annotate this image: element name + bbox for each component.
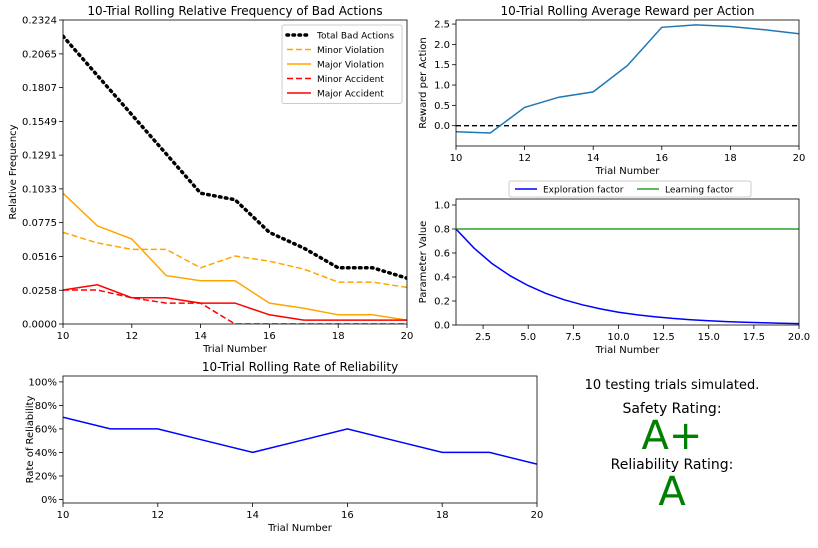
y-tick-label: 0.6 bbox=[434, 249, 450, 260]
y-tick-label: 2.0 bbox=[434, 40, 450, 51]
x-tick-label: 10 bbox=[57, 331, 70, 342]
x-axis-label: Trial Number bbox=[595, 345, 661, 356]
legend: Exploration factor Learning factor bbox=[508, 180, 752, 198]
y-tick-label: 0% bbox=[41, 495, 57, 506]
y-tick-label: 80% bbox=[35, 401, 57, 412]
legend-label: Total Bad Actions bbox=[316, 32, 394, 42]
series-line-major-accident bbox=[63, 284, 407, 321]
x-tick-label: 20 bbox=[793, 153, 806, 164]
x-tick-label: 14 bbox=[194, 331, 207, 342]
x-tick-label: 12 bbox=[125, 331, 138, 342]
x-tick-label: 10 bbox=[450, 153, 463, 164]
x-tick-label: 14 bbox=[587, 153, 600, 164]
x-tick-label: 18 bbox=[724, 153, 737, 164]
plot-frame bbox=[455, 198, 800, 326]
y-tick-label: 2.5 bbox=[434, 20, 450, 31]
x-tick-label: 16 bbox=[263, 331, 276, 342]
x-tick-label: 18 bbox=[436, 510, 449, 521]
y-tick-label: 1.5 bbox=[434, 60, 450, 71]
x-tick-label: 17.5 bbox=[743, 332, 765, 343]
y-tick-label: 0.1807 bbox=[22, 83, 57, 94]
legend-label: Minor Violation bbox=[317, 46, 384, 56]
series-line-0 bbox=[456, 24, 799, 134]
y-tick-label: 0.0516 bbox=[22, 252, 57, 263]
series-line-minor-violation bbox=[63, 231, 407, 289]
x-tick-label: 2.5 bbox=[475, 332, 491, 343]
safety-rating-label: Safety Rating: bbox=[622, 401, 722, 417]
x-tick-label: 18 bbox=[332, 331, 345, 342]
x-tick-label: 16 bbox=[655, 153, 668, 164]
x-tick-label: 10 bbox=[57, 510, 70, 521]
y-tick-label: 100% bbox=[28, 377, 57, 388]
y-tick-label: 0.0 bbox=[434, 321, 450, 332]
x-tick-label: 10.0 bbox=[607, 332, 629, 343]
y-tick-label: 0.2 bbox=[434, 297, 450, 308]
trials-simulated-text: 10 testing trials simulated. bbox=[584, 378, 760, 393]
y-tick-label: 0.0 bbox=[434, 121, 450, 132]
y-tick-label: 0.1033 bbox=[22, 184, 57, 195]
plot-frame bbox=[62, 19, 408, 325]
chart-reliability: 10-Trial Rolling Rate of Reliability Tria… bbox=[25, 360, 543, 534]
x-tick-label: 20 bbox=[531, 510, 544, 521]
x-axis-label: Trial Number bbox=[595, 166, 661, 177]
chart-title: 10-Trial Rolling Relative Frequency of B… bbox=[87, 4, 382, 18]
reliability-rating-label: Reliability Rating: bbox=[610, 457, 734, 473]
y-tick-label: 0.4 bbox=[434, 273, 450, 284]
y-tick-label: 0.2324 bbox=[22, 16, 57, 27]
y-tick-label: 0.0258 bbox=[22, 286, 57, 297]
y-tick-label: 20% bbox=[35, 471, 57, 482]
x-tick-label: 20.0 bbox=[788, 332, 810, 343]
plot-frame bbox=[455, 19, 800, 147]
x-tick-label: 16 bbox=[341, 510, 354, 521]
x-tick-label: 12 bbox=[518, 153, 531, 164]
y-tick-label: 0.5 bbox=[434, 101, 450, 112]
y-tick-label: 40% bbox=[35, 448, 57, 459]
chart-bad_actions: 10-Trial Rolling Relative Frequency of B… bbox=[8, 4, 413, 355]
y-tick-label: 0.1291 bbox=[22, 151, 57, 162]
y-tick-label: 0.0000 bbox=[22, 320, 57, 331]
y-tick-label: 0.0775 bbox=[22, 218, 57, 229]
legend: Total Bad Actions Minor Violation Major Vi… bbox=[281, 24, 403, 104]
y-tick-label: 1.0 bbox=[434, 201, 450, 212]
series-line-minor-accident bbox=[63, 289, 407, 324]
plot-frame bbox=[62, 375, 538, 504]
x-tick-label: 14 bbox=[246, 510, 259, 521]
legend-label: Learning factor bbox=[665, 186, 734, 196]
legend-label: Major Accident bbox=[317, 90, 384, 100]
x-tick-label: 20 bbox=[401, 331, 414, 342]
safety-rating-grade: A+ bbox=[641, 413, 703, 459]
x-tick-label: 7.5 bbox=[565, 332, 581, 343]
y-axis-label: Reward per Action bbox=[418, 37, 429, 129]
y-tick-label: 0.2065 bbox=[22, 49, 57, 60]
chart-parameters: Trial Number Parameter Value 2.5 5.0 7.5 10.0… bbox=[418, 180, 810, 356]
chart-avg_reward: 10-Trial Rolling Average Reward per Acti… bbox=[418, 4, 805, 177]
y-axis-label: Rate of Reliability bbox=[25, 396, 36, 484]
legend-box bbox=[281, 24, 403, 104]
x-tick-label: 15.0 bbox=[698, 332, 720, 343]
rating-summary: 10 testing trials simulated. Safety Rati… bbox=[560, 372, 784, 515]
legend-label: Minor Accident bbox=[317, 75, 384, 85]
legend-label: Exploration factor bbox=[543, 186, 624, 196]
series-line-exploration-factor bbox=[456, 228, 799, 325]
reliability-rating-grade: A bbox=[658, 469, 686, 515]
legend-box bbox=[508, 180, 752, 198]
y-tick-label: 1.0 bbox=[434, 81, 450, 92]
x-tick-label: 12.5 bbox=[652, 332, 674, 343]
y-axis-label: Relative Frequency bbox=[8, 124, 19, 219]
y-tick-label: 60% bbox=[35, 424, 57, 435]
chart-title: 10-Trial Rolling Rate of Reliability bbox=[202, 360, 398, 374]
series-line-0 bbox=[63, 416, 537, 465]
chart-title: 10-Trial Rolling Average Reward per Acti… bbox=[501, 4, 755, 18]
x-tick-label: 12 bbox=[151, 510, 164, 521]
series-line-total-bad-actions bbox=[63, 34, 407, 280]
x-tick-label: 5.0 bbox=[520, 332, 536, 343]
x-axis-label: Trial Number bbox=[267, 523, 333, 534]
legend-label: Major Violation bbox=[317, 61, 384, 71]
series-line-major-violation bbox=[63, 192, 407, 321]
y-axis-label: Parameter Value bbox=[418, 221, 429, 304]
x-axis-label: Trial Number bbox=[202, 344, 268, 355]
y-tick-label: 0.1549 bbox=[22, 117, 57, 128]
y-tick-label: 0.8 bbox=[434, 225, 450, 236]
